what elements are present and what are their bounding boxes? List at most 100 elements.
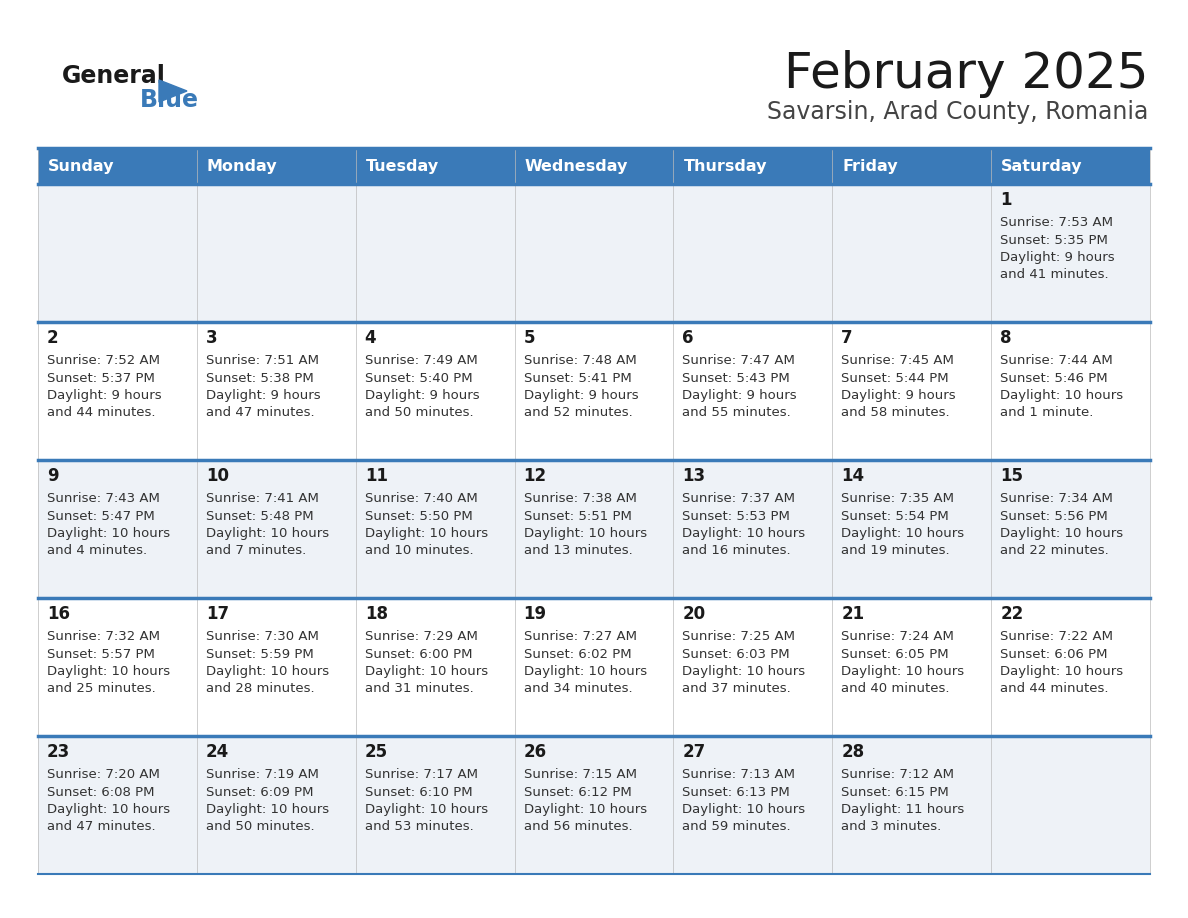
Text: and 56 minutes.: and 56 minutes. [524,820,632,833]
Text: Sunset: 5:38 PM: Sunset: 5:38 PM [206,372,314,385]
Bar [833,148,991,184]
Text: Daylight: 10 hours: Daylight: 10 hours [206,802,329,815]
Text: Daylight: 9 hours: Daylight: 9 hours [48,388,162,401]
Text: 6: 6 [682,329,694,347]
Text: Sunset: 5:37 PM: Sunset: 5:37 PM [48,372,154,385]
Bar [674,460,833,598]
Text: Daylight: 9 hours: Daylight: 9 hours [206,388,321,401]
Text: and 13 minutes.: and 13 minutes. [524,543,632,556]
Text: Sunrise: 7:40 AM: Sunrise: 7:40 AM [365,492,478,506]
Text: 18: 18 [365,605,387,623]
Bar [355,322,514,460]
Bar [674,736,833,874]
Bar [38,598,197,736]
Text: Sunset: 5:40 PM: Sunset: 5:40 PM [365,372,473,385]
Text: Sunset: 5:41 PM: Sunset: 5:41 PM [524,372,631,385]
Bar [514,184,674,322]
Text: 15: 15 [1000,467,1023,485]
Text: Sunset: 5:59 PM: Sunset: 5:59 PM [206,647,314,660]
Text: Sunrise: 7:44 AM: Sunrise: 7:44 AM [1000,354,1113,367]
Bar [355,598,514,736]
Text: Daylight: 10 hours: Daylight: 10 hours [524,802,646,815]
Bar [355,184,514,322]
Text: and 44 minutes.: and 44 minutes. [1000,681,1108,695]
Text: 19: 19 [524,605,546,623]
Text: and 16 minutes.: and 16 minutes. [682,543,791,556]
Text: Sunset: 6:06 PM: Sunset: 6:06 PM [1000,647,1107,660]
Text: 11: 11 [365,467,387,485]
Text: 24: 24 [206,743,229,761]
Text: Sunrise: 7:52 AM: Sunrise: 7:52 AM [48,354,160,367]
Text: Thursday: Thursday [683,159,767,174]
Text: Sunrise: 7:32 AM: Sunrise: 7:32 AM [48,631,160,644]
Text: Sunrise: 7:49 AM: Sunrise: 7:49 AM [365,354,478,367]
Polygon shape [159,80,187,102]
Text: Sunset: 6:12 PM: Sunset: 6:12 PM [524,786,631,799]
Bar [355,460,514,598]
Text: Daylight: 10 hours: Daylight: 10 hours [48,527,170,540]
Text: Daylight: 10 hours: Daylight: 10 hours [365,527,488,540]
Bar [197,736,355,874]
Text: Sunset: 6:08 PM: Sunset: 6:08 PM [48,786,154,799]
Text: 27: 27 [682,743,706,761]
Text: 7: 7 [841,329,853,347]
Bar [674,322,833,460]
Text: Daylight: 10 hours: Daylight: 10 hours [682,665,805,677]
Bar [833,322,991,460]
Text: Sunrise: 7:51 AM: Sunrise: 7:51 AM [206,354,318,367]
Text: Sunrise: 7:19 AM: Sunrise: 7:19 AM [206,768,318,781]
Text: Sunset: 6:00 PM: Sunset: 6:00 PM [365,647,472,660]
Text: and 58 minutes.: and 58 minutes. [841,406,950,419]
Text: 10: 10 [206,467,229,485]
Text: Daylight: 10 hours: Daylight: 10 hours [1000,665,1124,677]
Text: Sunset: 5:51 PM: Sunset: 5:51 PM [524,509,632,522]
Text: Sunrise: 7:22 AM: Sunrise: 7:22 AM [1000,631,1113,644]
Text: and 37 minutes.: and 37 minutes. [682,681,791,695]
Bar [355,148,514,184]
Text: and 3 minutes.: and 3 minutes. [841,820,942,833]
Text: and 1 minute.: and 1 minute. [1000,406,1093,419]
Text: and 44 minutes.: and 44 minutes. [48,406,156,419]
Text: Savarsin, Arad County, Romania: Savarsin, Arad County, Romania [766,100,1148,124]
Text: Sunset: 6:13 PM: Sunset: 6:13 PM [682,786,790,799]
Text: and 55 minutes.: and 55 minutes. [682,406,791,419]
Bar [514,322,674,460]
Text: Sunset: 5:44 PM: Sunset: 5:44 PM [841,372,949,385]
Text: Sunrise: 7:27 AM: Sunrise: 7:27 AM [524,631,637,644]
Text: Sunrise: 7:12 AM: Sunrise: 7:12 AM [841,768,954,781]
Text: Daylight: 10 hours: Daylight: 10 hours [365,665,488,677]
Text: Wednesday: Wednesday [525,159,628,174]
Bar [197,598,355,736]
Bar [514,736,674,874]
Text: 5: 5 [524,329,535,347]
Text: Sunday: Sunday [48,159,114,174]
Bar [991,148,1150,184]
Bar [674,184,833,322]
Text: Daylight: 10 hours: Daylight: 10 hours [841,527,965,540]
Bar [833,460,991,598]
Bar [197,460,355,598]
Bar [38,736,197,874]
Text: Daylight: 10 hours: Daylight: 10 hours [206,665,329,677]
Text: Sunset: 5:50 PM: Sunset: 5:50 PM [365,509,473,522]
Text: Daylight: 10 hours: Daylight: 10 hours [524,665,646,677]
Text: 3: 3 [206,329,217,347]
Text: Saturday: Saturday [1001,159,1082,174]
Text: and 10 minutes.: and 10 minutes. [365,543,473,556]
Text: 17: 17 [206,605,229,623]
Bar [38,460,197,598]
Text: Sunset: 6:02 PM: Sunset: 6:02 PM [524,647,631,660]
Text: Sunrise: 7:20 AM: Sunrise: 7:20 AM [48,768,160,781]
Text: Blue: Blue [140,88,200,112]
Text: Sunrise: 7:15 AM: Sunrise: 7:15 AM [524,768,637,781]
Text: Daylight: 10 hours: Daylight: 10 hours [206,527,329,540]
Text: Sunrise: 7:17 AM: Sunrise: 7:17 AM [365,768,478,781]
Text: Sunrise: 7:29 AM: Sunrise: 7:29 AM [365,631,478,644]
Bar [514,598,674,736]
Text: February 2025: February 2025 [784,50,1148,98]
Text: General: General [62,64,166,88]
Text: Daylight: 10 hours: Daylight: 10 hours [841,665,965,677]
Text: Sunset: 5:47 PM: Sunset: 5:47 PM [48,509,154,522]
Text: Daylight: 9 hours: Daylight: 9 hours [524,388,638,401]
Text: and 25 minutes.: and 25 minutes. [48,681,156,695]
